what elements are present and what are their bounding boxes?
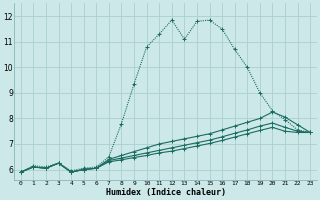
X-axis label: Humidex (Indice chaleur): Humidex (Indice chaleur) [106, 188, 226, 197]
